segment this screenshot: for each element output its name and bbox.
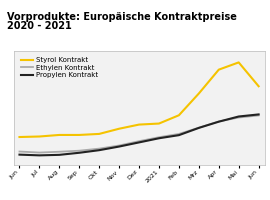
Text: Vorprodukte: Europäische Kontraktpreise: Vorprodukte: Europäische Kontraktpreise — [7, 12, 237, 22]
Text: © 2021 Kunststoff Information, Bad Homburg - www.kiweb.de: © 2021 Kunststoff Information, Bad Hombu… — [7, 189, 170, 194]
Legend: Styrol Kontrakt, Ethylen Kontrakt, Propylen Kontrakt: Styrol Kontrakt, Ethylen Kontrakt, Propy… — [19, 56, 100, 80]
Text: 2020 - 2021: 2020 - 2021 — [7, 21, 72, 31]
